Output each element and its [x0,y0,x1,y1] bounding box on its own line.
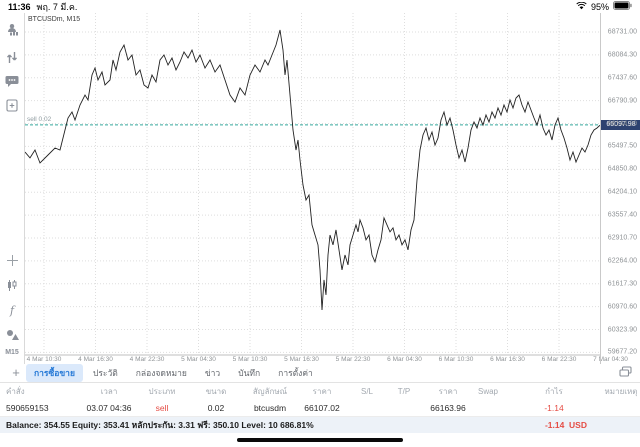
price-tick-label: 60323.90 [607,326,637,334]
timeframe-button[interactable]: M15 [5,349,19,356]
price-tick-label: 66144.20 [607,120,637,128]
time-tick-label: 6 Mar 16:30 [490,356,525,363]
wifi-icon [576,1,587,12]
order-cell: -1.14 [544,402,564,413]
account-summary: Balance: 354.55 Equity: 353.41 หลักประกั… [6,420,314,430]
bottom-strip [0,433,640,447]
new-order-icon[interactable] [4,97,20,113]
quotes-icon[interactable] [4,21,20,37]
tab-item[interactable]: บันทึก [238,368,261,378]
order-cell: 590659153 [6,402,49,413]
order-cell: 03.07 04:36 [86,402,132,413]
battery-icon [613,1,632,12]
time-tick-label: 5 Mar 16:30 [284,356,319,363]
time-tick-label: 6 Mar 04:30 [387,356,422,363]
status-date: พฤ. 7 มี.ค. [36,1,78,12]
floating-profit: -1.14 USD [544,420,587,430]
time-axis[interactable]: 4 Mar 10:30 4 Mar 16:30 4 Mar 22:30 5 Mar 0… [25,356,628,364]
time-tick-label: 5 Mar 10:30 [232,356,268,363]
tab-item[interactable]: ข่าว [204,368,221,378]
order-cell: 66163.96 [430,402,466,413]
price-tick-label: 66790.90 [607,97,637,105]
time-tick-label: 4 Mar 22:30 [129,356,165,363]
time-tick-label: 6 Mar 10:30 [438,356,474,363]
price-axis[interactable]: 66097.98 68731.00 68084.30 67437.60 66790.9… [600,13,640,364]
column-header: สัญลักษณ์ [252,386,288,396]
windows-icon[interactable] [619,364,632,382]
orders-table-header: คำสั่ง เวลา ประเภท ขนาด สัญลักษณ์ ราคา S/L T/P ร… [0,383,640,399]
bottom-tab-bar: + การซื้อขาย ประวัติ กล่องจดหมาย ข่าว บันทึก… [0,364,640,383]
price-chart[interactable]: BTCUSDm, M15 sell 0.02 4 Mar 10:30 4 Mar … [25,13,628,364]
column-header: ประเภท [148,386,176,396]
column-header: T/P [397,386,411,396]
trade-icon[interactable] [4,49,20,65]
price-tick-label: 68084.30 [607,51,637,59]
column-header: S/L [360,386,373,396]
price-tick-label: 67437.60 [607,74,637,82]
add-tab-button[interactable]: + [12,365,20,380]
column-header: ราคา [312,386,332,396]
column-header: กำไร [545,386,563,396]
time-tick-label: 5 Mar 04:30 [181,356,216,363]
order-cell: 0.02 [207,402,225,413]
time-tick-label: 7 Mar 04:30 [593,356,628,363]
price-tick-label: 64204.10 [607,188,637,196]
column-header: Swap [477,386,498,396]
time-tick-label: 4 Mar 16:30 [78,356,113,363]
order-cell: sell [155,402,169,413]
column-header: คำสั่ง [6,386,25,396]
time-tick-label: 4 Mar 10:30 [26,356,62,363]
price-tick-label: 62910.70 [607,234,637,242]
chat-icon[interactable] [4,73,20,89]
tab-active[interactable]: การซื้อขาย [26,364,83,382]
battery-percent: 95% [590,1,609,12]
tab-item[interactable]: ประวัติ [92,368,118,378]
column-header: ขนาด [205,386,227,396]
order-cell: btcusdm [253,402,287,413]
clock: 11:36 [8,1,31,12]
home-indicator[interactable] [237,438,403,442]
left-toolbar: f M15 [0,13,25,364]
order-cell: 66107.02 [304,402,340,413]
tab-item[interactable]: การตั้งค่า [278,368,313,378]
open-position-label: sell 0.02 [27,115,52,123]
chart-region: f M15 BTCUSDm, M15 sell 0.02 4 Mar 10:30… [0,13,640,364]
price-line-series [25,29,600,311]
price-tick-label: 64850.80 [607,165,637,173]
price-tick-label: 63557.40 [607,211,637,219]
price-tick-label: 65497.50 [607,142,637,150]
time-tick-label: 5 Mar 22:30 [335,356,371,363]
price-tick-label: 62264.00 [607,257,637,265]
column-header: หมายเหตุ [604,386,638,396]
column-header: เวลา [100,386,118,396]
order-row[interactable]: 590659153 03.07 04:36 sell 0.02 btcusdm 66107… [0,399,640,417]
crosshair-icon[interactable] [4,252,20,268]
tab-item[interactable]: กล่องจดหมาย [135,368,187,378]
chart-symbol-label: BTCUSDm, M15 [28,16,81,23]
price-tick-label: 68731.00 [607,28,637,36]
objects-icon[interactable] [4,327,20,343]
chart-canvas[interactable] [25,13,600,364]
time-tick-label: 6 Mar 22:30 [541,356,577,363]
account-summary-bar: Balance: 354.55 Equity: 353.41 หลักประกั… [0,417,640,433]
candles-icon[interactable] [4,277,20,293]
price-tick-label: 60970.60 [607,303,637,311]
status-bar: 11:36 พฤ. 7 มี.ค. 95% [0,0,640,13]
current-price-box: 66097.98 [601,120,640,131]
price-tick-label: 59677.20 [607,348,637,356]
price-tick-label: 61617.30 [607,280,637,288]
indicators-icon[interactable]: f [9,303,15,317]
column-header: ราคา [438,386,458,396]
